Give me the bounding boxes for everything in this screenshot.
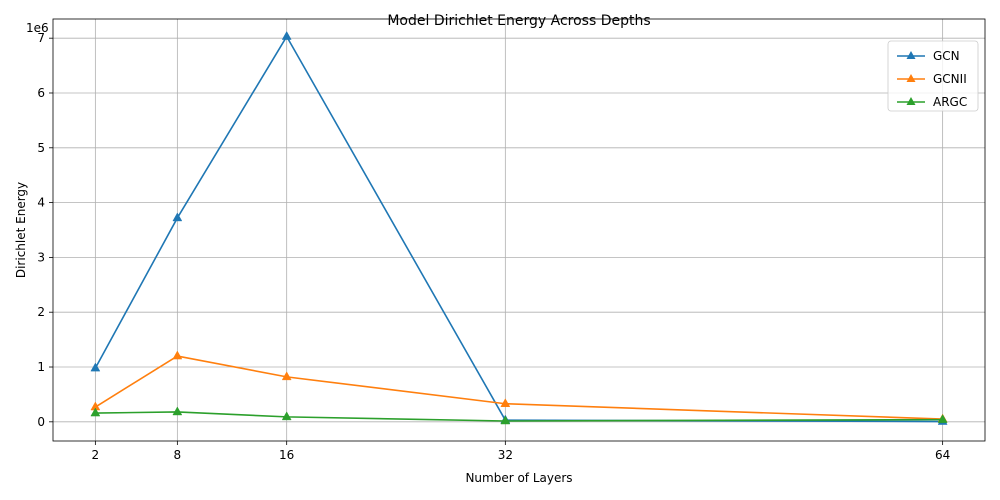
y-tick-label: 5	[37, 141, 45, 155]
y-tick-label: 4	[37, 196, 45, 210]
x-tick-label: 2	[92, 448, 100, 462]
x-tick-label: 64	[935, 448, 950, 462]
legend-label: GCNII	[933, 72, 967, 86]
y-tick-label: 2	[37, 305, 45, 319]
y-tick-label: 1	[37, 360, 45, 374]
y-tick-label: 7	[37, 31, 45, 45]
axis-ticks: 2 8 16 32 64 0 1 2 3 4 5 6 7	[37, 31, 950, 462]
data-point-marker	[281, 371, 292, 381]
legend-label: GCN	[933, 49, 960, 63]
data-point-marker	[500, 415, 511, 425]
x-tick-label: 32	[498, 448, 513, 462]
x-tick-label: 16	[279, 448, 294, 462]
plot-frame	[52, 18, 986, 442]
data-point-marker	[90, 407, 101, 417]
data-point-marker	[937, 414, 948, 423]
y-axis-offset-label: 1e6	[26, 21, 49, 35]
y-tick-label: 0	[37, 415, 45, 429]
legend-swatch-marker	[906, 51, 916, 59]
y-tick-label: 6	[37, 86, 45, 100]
data-point-marker	[90, 362, 101, 372]
data-point-marker	[172, 406, 183, 416]
legend-label: ARGC	[933, 95, 967, 109]
data-point-marker	[172, 212, 183, 222]
series-area	[90, 31, 948, 425]
data-point-marker	[500, 398, 511, 407]
legend-swatch-marker	[906, 97, 916, 105]
chart-title: Model Dirichlet Energy Across Depths	[387, 13, 650, 29]
y-axis-label: Dirichlet Energy	[14, 182, 28, 278]
y-tick-label: 3	[37, 250, 45, 264]
data-point-marker	[281, 411, 292, 421]
data-point-marker	[281, 31, 292, 40]
x-tick-label: 8	[174, 448, 182, 462]
data-point-marker	[172, 350, 183, 360]
grid	[53, 19, 985, 441]
x-axis-label: Number of Layers	[465, 471, 572, 485]
legend-swatch-marker	[906, 74, 916, 82]
legend: GCN GCNII ARGC	[887, 40, 979, 112]
series-argc	[90, 406, 948, 425]
